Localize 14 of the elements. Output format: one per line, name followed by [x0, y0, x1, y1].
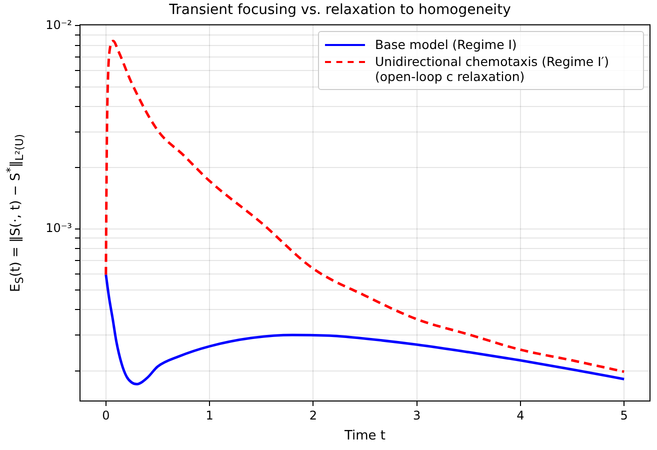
x-tick-label: 2 [309, 408, 317, 422]
x-axis-title: Time t [343, 428, 386, 444]
y-tick-label: 10⁻³ [46, 220, 72, 235]
x-tick-label: 4 [516, 408, 524, 422]
x-tick-label: 0 [102, 408, 110, 422]
x-tick-label: 5 [620, 408, 628, 422]
x-tick-label: 1 [206, 408, 214, 422]
legend-label: Base model (Regime I) [375, 36, 518, 52]
x-tick-label: 3 [413, 408, 421, 422]
line-series [104, 40, 626, 373]
line-series [104, 274, 626, 386]
legend-label: Unidirectional chemotaxis (Regime I′) (open-loop c relaxation) [375, 54, 610, 84]
y-tick-label: 10⁻² [46, 18, 72, 32]
chart-title: Transient focusing vs. relaxation to homogeneity [168, 2, 511, 18]
